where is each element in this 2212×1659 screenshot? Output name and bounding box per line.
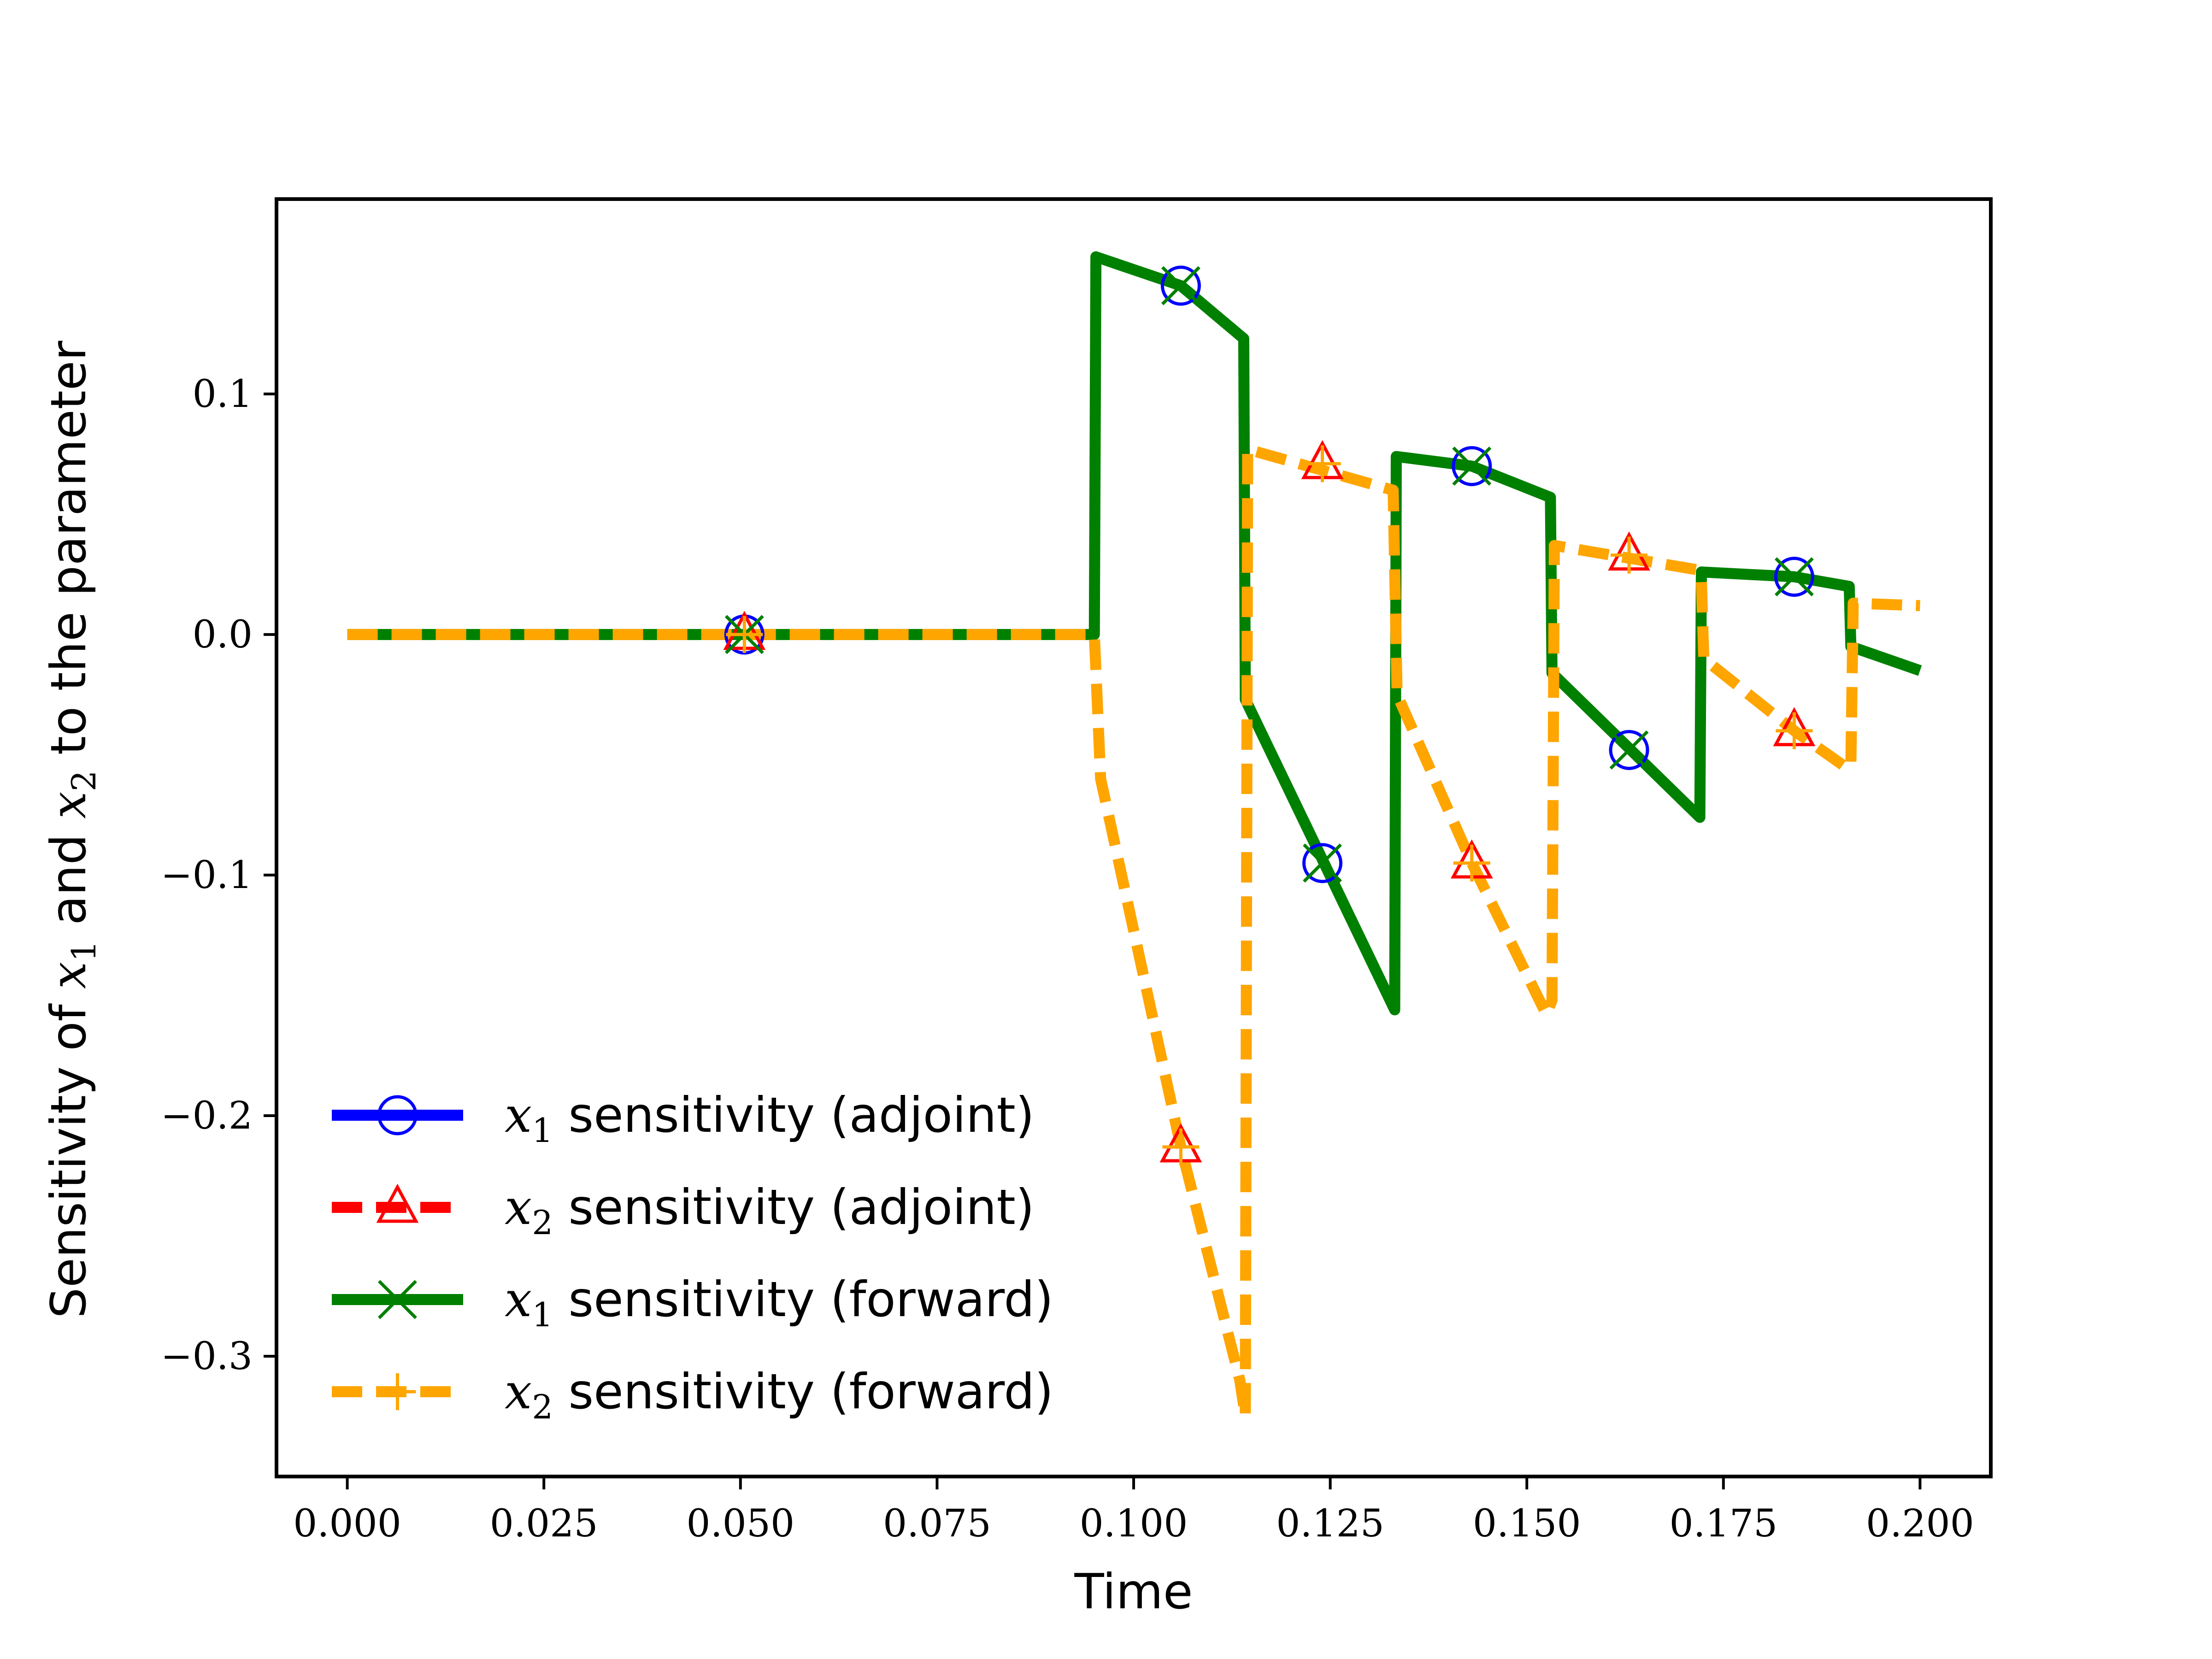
x-tick-label: 0.050	[686, 1502, 794, 1546]
marker-layer	[723, 265, 1816, 1165]
legend-marker-3	[378, 1280, 417, 1319]
y-axis-label-sub2: 2	[65, 771, 103, 792]
legend-text: sensitivity (forward)	[553, 1271, 1053, 1328]
y-tick-label: 0.1	[193, 372, 253, 416]
series-3-marker-6	[1774, 557, 1814, 597]
y-tick-label: 0.0	[193, 613, 253, 657]
legend-label-2: x2 sensitivity (adjoint)	[505, 1179, 1035, 1242]
legend-text: sensitivity (forward)	[553, 1364, 1053, 1420]
x-tick-label: 0.150	[1473, 1502, 1581, 1546]
y-axis-label-before: Sensitivity of	[41, 989, 97, 1318]
x-tick-label: 0.200	[1866, 1502, 1974, 1546]
y-tick-label: −0.1	[161, 853, 253, 897]
series-4-marker-2	[1162, 1128, 1200, 1165]
x-axis-label: Time	[1074, 1564, 1193, 1620]
series-3-marker-5	[1609, 730, 1649, 770]
y-tick-label: −0.2	[161, 1094, 253, 1138]
legend-marker-2	[376, 1183, 419, 1223]
series-3-marker-4	[1452, 446, 1492, 486]
legend-var: x	[505, 1179, 532, 1235]
legend-entry-1: x1 sensitivity (adjoint)	[332, 1087, 1035, 1150]
legend: x1 sensitivity (adjoint)x2 sensitivity (…	[332, 1087, 1053, 1426]
legend-entry-2: x2 sensitivity (adjoint)	[332, 1179, 1035, 1242]
x-tick-label: 0.075	[883, 1502, 991, 1546]
series-1-marker-5	[1609, 729, 1649, 770]
legend-var: x	[505, 1271, 532, 1328]
legend-sub: 1	[532, 1295, 553, 1334]
series-1-marker-3	[1302, 843, 1343, 883]
series-4-marker-5	[1611, 536, 1648, 574]
y-axis-label-var1: x	[41, 962, 97, 989]
legend-sub: 2	[532, 1388, 553, 1426]
legend-label-3: x1 sensitivity (forward)	[505, 1271, 1053, 1334]
legend-sub: 2	[532, 1203, 553, 1242]
x-tick-label: 0.125	[1276, 1502, 1384, 1546]
legend-text: sensitivity (adjoint)	[553, 1087, 1035, 1143]
legend-marker-1	[377, 1095, 418, 1135]
legend-var: x	[505, 1087, 532, 1143]
legend-text: sensitivity (adjoint)	[553, 1179, 1035, 1235]
series-1-marker-4	[1452, 446, 1492, 486]
x-tick-label: 0.000	[293, 1502, 401, 1546]
x-axis: 0.000 0.025 0.050 0.075 0.100 0.125 0.150 0.175…	[293, 1477, 1974, 1546]
y-axis-label-after: to the parameter	[41, 341, 97, 771]
y-axis-label-middle: and	[41, 819, 97, 941]
legend-entry-4: x2 sensitivity (forward)	[332, 1364, 1053, 1426]
y-axis: 0.1 0.0 −0.1 −0.2 −0.3	[161, 372, 276, 1378]
legend-label-4: x2 sensitivity (forward)	[505, 1364, 1053, 1426]
series-4-marker-1	[726, 616, 763, 653]
legend-label-1: x1 sensitivity (adjoint)	[505, 1087, 1035, 1150]
y-axis-label: Sensitivity of x1 and x2 to the paramete…	[41, 341, 103, 1318]
series-3-marker-3	[1303, 843, 1342, 883]
series-4-marker-3	[1304, 445, 1341, 482]
series-4-marker-6	[1776, 712, 1813, 749]
legend-entry-3: x1 sensitivity (forward)	[332, 1271, 1053, 1334]
series-4-marker-4	[1453, 844, 1490, 882]
legend-sub: 1	[532, 1111, 553, 1150]
x-tick-label: 0.100	[1080, 1502, 1188, 1546]
x-tick-label: 0.175	[1669, 1502, 1777, 1546]
series-3-marker-2	[1161, 266, 1200, 306]
y-axis-label-var2: x	[41, 791, 97, 818]
series-1-marker-6	[1774, 557, 1814, 597]
y-axis-label-sub1: 1	[65, 941, 103, 962]
legend-var: x	[505, 1364, 532, 1420]
series-line-4	[347, 443, 1920, 1422]
series-1-marker-2	[1160, 265, 1201, 306]
legend-marker-4	[379, 1373, 416, 1410]
x-tick-label: 0.025	[490, 1502, 598, 1546]
y-tick-label: −0.3	[161, 1335, 253, 1378]
